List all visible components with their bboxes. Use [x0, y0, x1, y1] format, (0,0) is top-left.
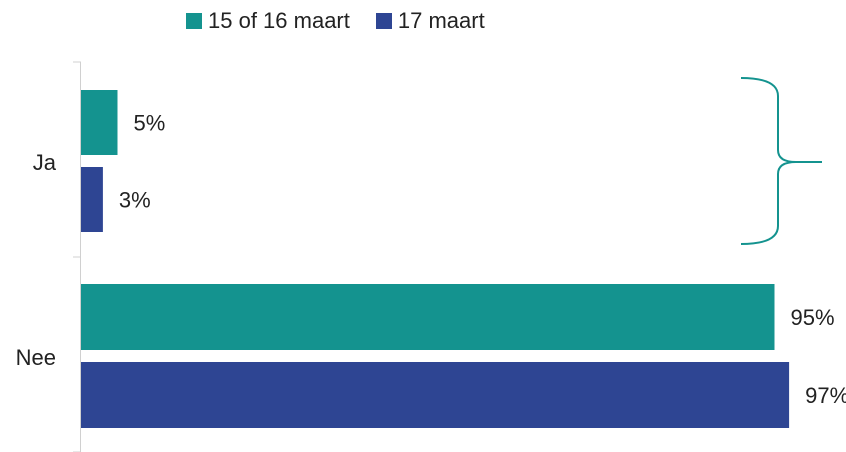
- legend-swatch-series-1: [186, 13, 202, 29]
- category-label: Ja: [33, 150, 57, 175]
- brace-annotation: [740, 77, 822, 245]
- bar: [81, 90, 118, 155]
- legend: 15 of 16 maart 17 maart: [186, 8, 511, 34]
- legend-label-series-2: 17 maart: [397, 8, 485, 33]
- data-label: 5%: [134, 111, 166, 136]
- bar: [81, 284, 775, 350]
- data-label: 95%: [791, 305, 835, 330]
- legend-label-series-1: 15 of 16 maart: [208, 8, 350, 33]
- legend-item-series-2: 17 maart: [375, 8, 485, 34]
- category-label: Nee: [16, 345, 56, 370]
- legend-item-series-1: 15 of 16 maart: [186, 8, 350, 34]
- data-label: 97%: [805, 383, 846, 408]
- legend-swatch-series-2: [375, 13, 392, 29]
- data-label: 3%: [119, 188, 151, 213]
- bar: [81, 167, 103, 232]
- bar: [81, 362, 790, 428]
